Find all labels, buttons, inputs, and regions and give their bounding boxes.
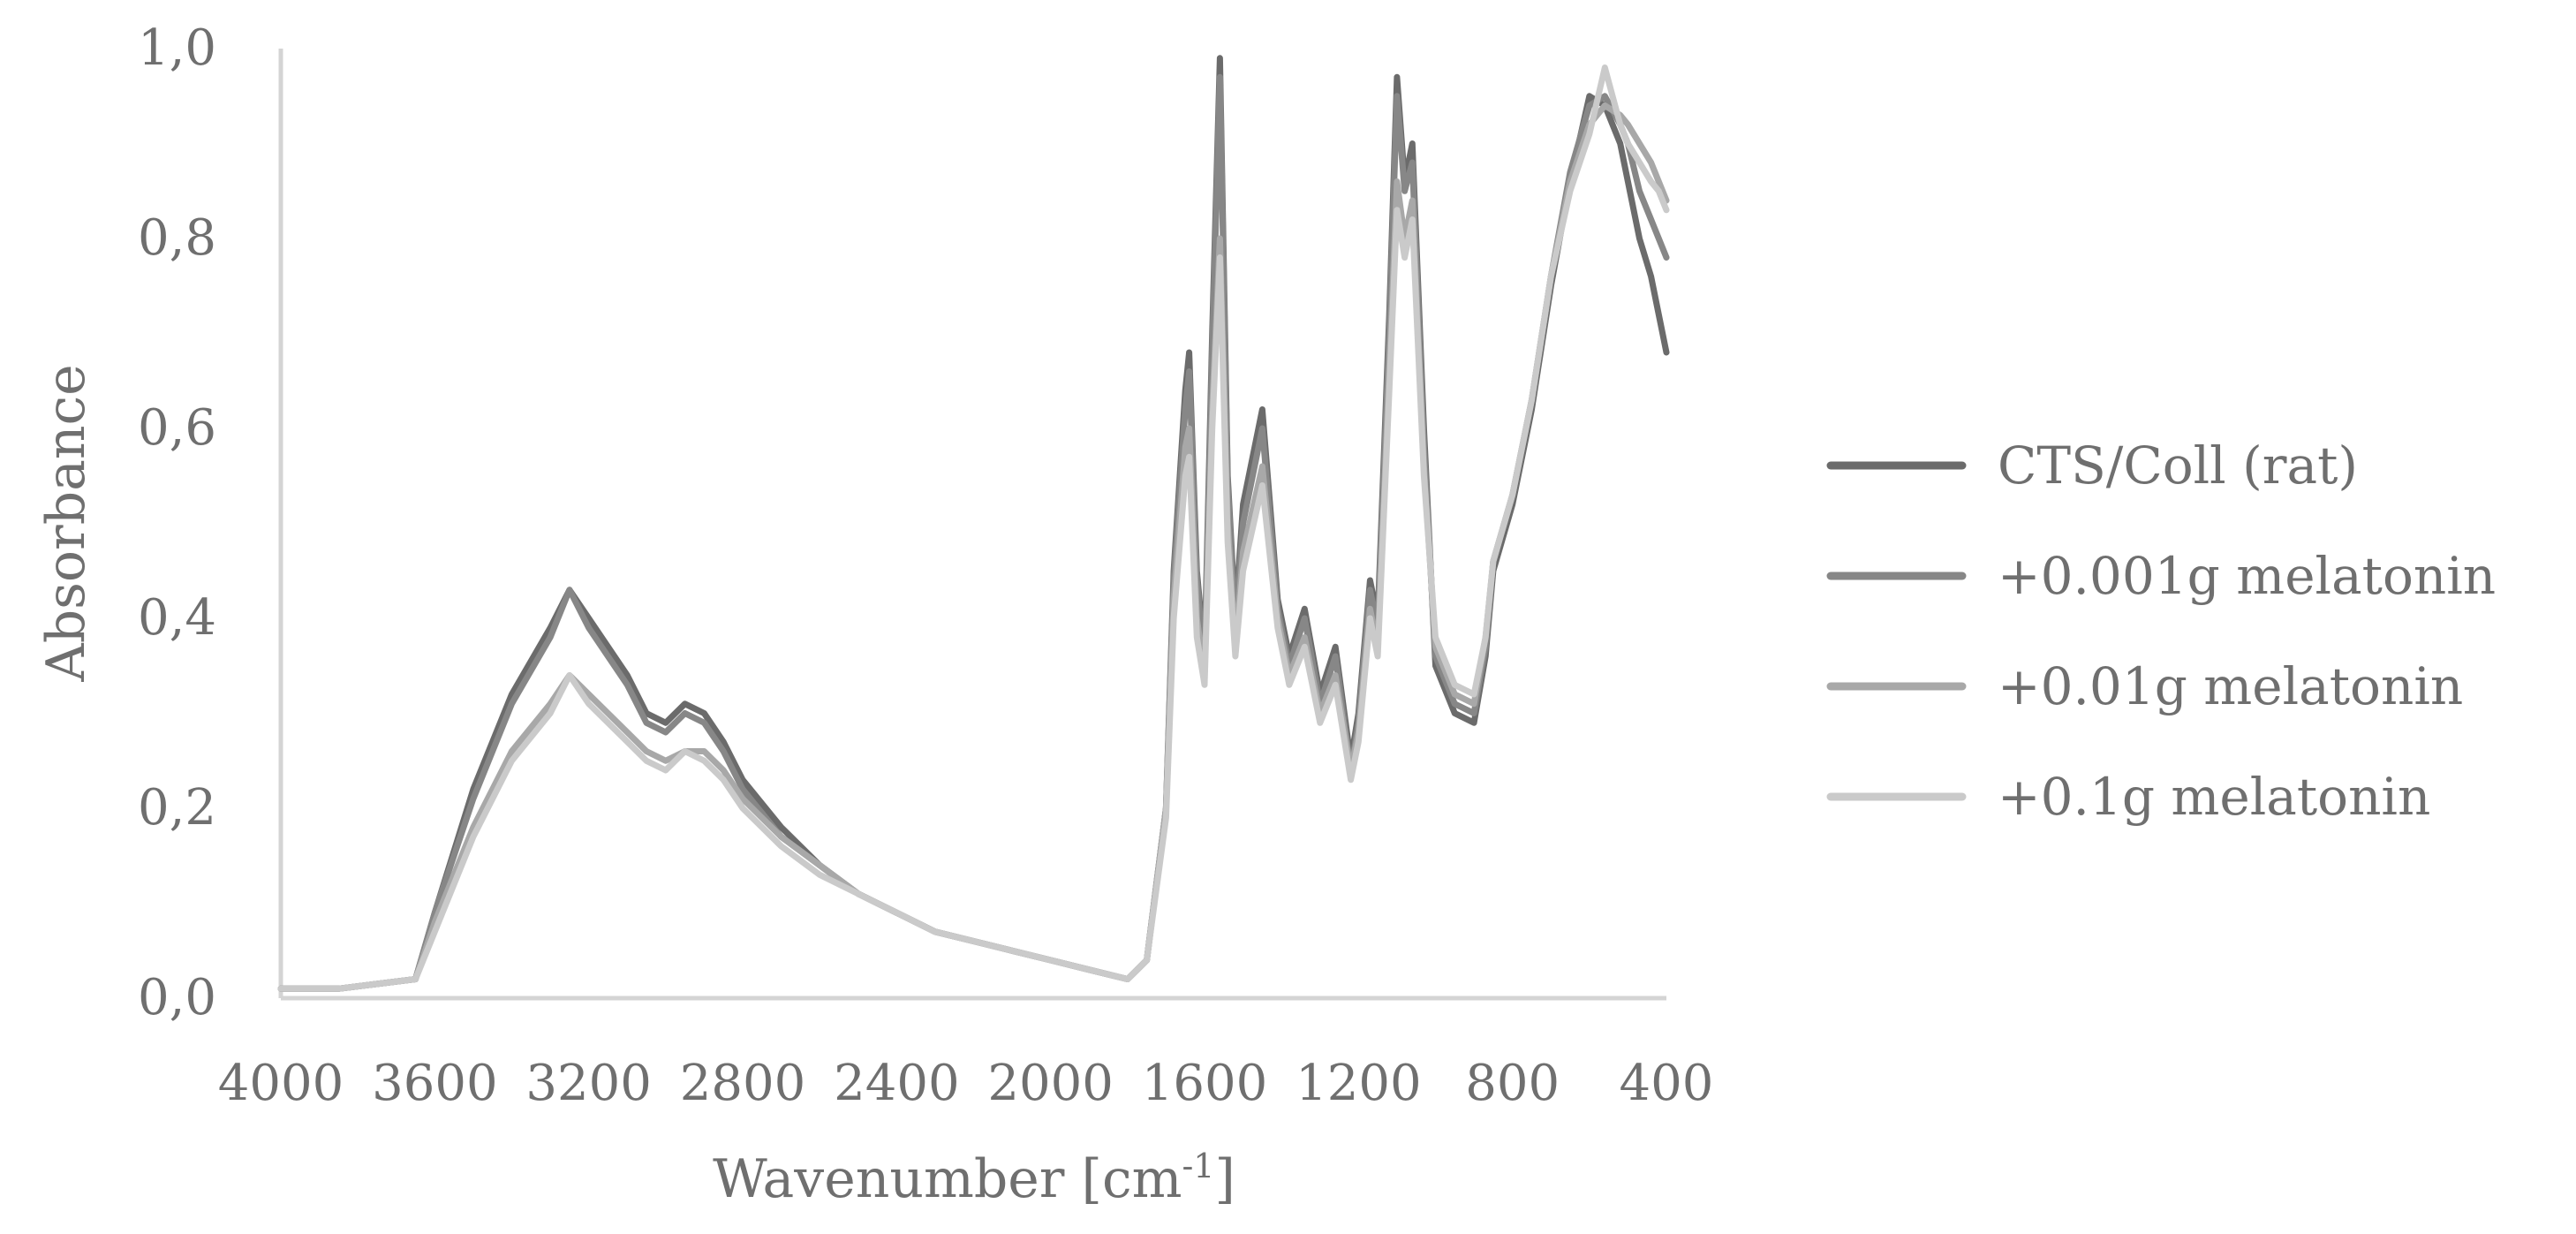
legend-label-2: +0.001g melatonin — [1998, 546, 2496, 606]
y-axis-title: Absorbance — [35, 364, 97, 682]
series-line-4 — [277, 64, 1670, 992]
legend-label-3: +0.01g melatonin — [1998, 656, 2463, 716]
y-tick-label: 1,0 — [138, 19, 216, 77]
x-axis-title-close: ] — [1215, 1148, 1235, 1210]
x-tick-labels: 4000 3600 3200 2800 2400 2000 1600 1200 800 400 — [218, 1055, 1714, 1112]
x-tick-label: 1200 — [1296, 1055, 1422, 1112]
legend-label-1: CTS/Coll (rat) — [1998, 435, 2358, 496]
series-line-3 — [277, 102, 1670, 992]
series-group — [277, 55, 1670, 992]
y-tick-label: 0,6 — [138, 399, 216, 457]
x-tick-label: 4000 — [218, 1055, 344, 1112]
y-tick-label: 0,8 — [138, 209, 216, 267]
x-tick-label: 3200 — [525, 1055, 652, 1112]
x-tick-label: 400 — [1620, 1055, 1714, 1112]
legend-label-4: +0.1g melatonin — [1998, 767, 2430, 827]
series-line-1 — [277, 55, 1670, 992]
plot-area — [277, 49, 1670, 1001]
x-axis-title: Wavenumber [cm-1] — [713, 1147, 1235, 1210]
y-tick-label: 0,0 — [138, 969, 216, 1026]
x-tick-label: 2400 — [834, 1055, 960, 1112]
x-tick-label: 2000 — [987, 1055, 1114, 1112]
y-tick-labels: 0,0 0,2 0,4 0,6 0,8 1,0 — [138, 19, 216, 1026]
y-tick-label: 0,4 — [138, 589, 216, 647]
x-axis-title-main: Wavenumber [cm — [713, 1148, 1182, 1210]
x-tick-label: 2800 — [680, 1055, 806, 1112]
x-tick-label: 3600 — [372, 1055, 498, 1112]
x-tick-label: 800 — [1465, 1055, 1560, 1112]
x-axis-title-superscript: -1 — [1182, 1147, 1214, 1185]
series-line-2 — [277, 73, 1670, 992]
x-tick-label: 1600 — [1142, 1055, 1268, 1112]
y-tick-label: 0,2 — [138, 779, 216, 837]
legend: CTS/Coll (rat) +0.001g melatonin +0.01g me… — [1826, 435, 2496, 827]
